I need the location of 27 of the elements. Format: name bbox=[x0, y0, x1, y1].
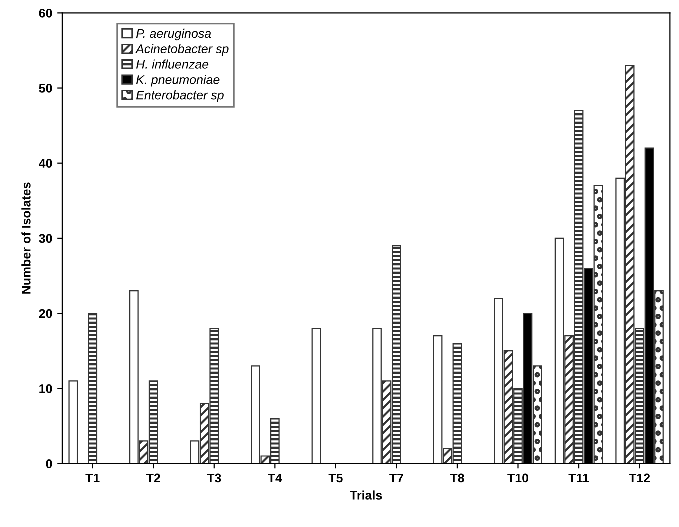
y-tick-label: 10 bbox=[40, 384, 52, 394]
bar bbox=[312, 328, 322, 464]
legend-label: H. influenzae bbox=[136, 60, 209, 69]
legend-label: P. aeruginosa bbox=[136, 28, 212, 41]
legend-label: K. pneumoniae bbox=[136, 75, 220, 87]
x-tick-label: T4 bbox=[268, 474, 282, 483]
y-tick-label: 60 bbox=[39, 8, 52, 18]
x-tick-label: T5 bbox=[328, 474, 343, 483]
x-tick-label: T3 bbox=[207, 474, 222, 483]
y-tick-label: 0 bbox=[46, 460, 52, 468]
x-tick-label: T10 bbox=[508, 474, 529, 483]
x-tick-label: T8 bbox=[450, 474, 464, 483]
bar bbox=[88, 313, 98, 464]
y-tick-label: 30 bbox=[39, 234, 52, 244]
legend-label: Acinetobacter sp bbox=[135, 44, 229, 56]
x-tick-label: T7 bbox=[390, 474, 404, 483]
x-tick-label: T12 bbox=[629, 474, 650, 483]
y-tick-label: 40 bbox=[39, 159, 52, 168]
x-tick-label: T2 bbox=[146, 474, 160, 483]
legend-label: Enterobacter sp bbox=[136, 90, 224, 102]
x-axis-title: Trials bbox=[350, 490, 382, 500]
x-tick-label: T1 bbox=[86, 474, 100, 483]
bar bbox=[68, 380, 78, 464]
y-axis-title: Number of Isolates bbox=[22, 182, 31, 294]
y-tick-label: 50 bbox=[39, 84, 52, 93]
x-tick-label: T11 bbox=[568, 474, 590, 483]
y-tick-label: 20 bbox=[39, 309, 52, 318]
